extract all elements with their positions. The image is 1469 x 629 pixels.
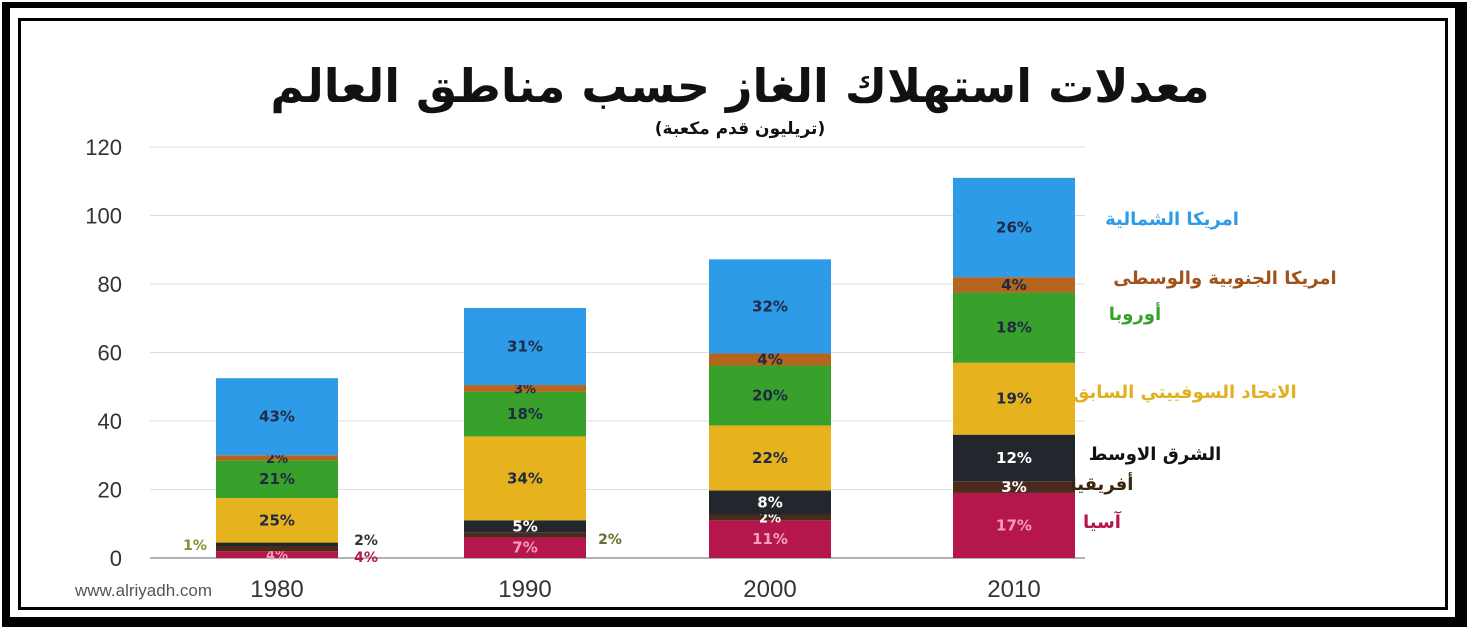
bar-segment — [953, 481, 1075, 493]
data-label: 17% — [996, 516, 1032, 534]
bar-segment — [953, 177, 1075, 278]
bar-segment — [216, 546, 338, 552]
legend-entry: الشرق الاوسط — [1089, 444, 1222, 465]
chart-title: معدلات استهلاك الغاز حسب مناطق العالم — [270, 59, 1209, 113]
y-tick-label: 60 — [98, 341, 122, 366]
watermark: www.alriyadh.com — [74, 581, 212, 600]
bar-segment — [709, 520, 831, 558]
x-tick-label: 2010 — [987, 576, 1040, 603]
bar-segment — [216, 378, 338, 456]
bar-segment — [216, 551, 338, 558]
bar-segment — [464, 391, 586, 437]
legend-entry: آسيا — [1083, 510, 1122, 533]
y-tick-label: 20 — [98, 478, 122, 503]
bar-segment — [216, 542, 338, 547]
data-label: 4% — [757, 351, 782, 369]
data-label: 3% — [514, 382, 536, 397]
y-axis: 0 20 40 60 80 100 120 — [85, 135, 1085, 571]
x-axis: 1980 1990 2000 2010 — [250, 576, 1040, 603]
bar-segment — [216, 455, 338, 461]
bar-segment — [464, 385, 586, 392]
data-label: 34% — [507, 469, 543, 487]
outside-data-label: 2% — [598, 532, 622, 548]
outside-data-label: 4% — [354, 550, 378, 566]
legend-entry: امريكا الشمالية — [1105, 209, 1239, 230]
bar-segment — [709, 365, 831, 426]
bar-segment — [953, 362, 1075, 435]
legend-entry: الاتحاد السوفييتي السابق — [1073, 382, 1296, 403]
chart-subtitle: (تريليون قدم مكعبة) — [655, 119, 825, 139]
outside-data-label: 1% — [183, 538, 207, 554]
y-tick-label: 0 — [110, 546, 122, 571]
bar-segment — [709, 490, 831, 515]
y-tick-label: 100 — [85, 204, 122, 229]
legend-entry: أوروبا — [1109, 302, 1161, 325]
bar-segment — [953, 492, 1075, 558]
data-label: 19% — [996, 390, 1032, 408]
data-label: 4% — [1001, 276, 1026, 294]
bars: 4%25%21%2%43%7%5%34%18%3%31%11%2%8%22%20… — [183, 177, 1075, 566]
x-tick-label: 1980 — [250, 576, 303, 603]
data-label: 22% — [752, 449, 788, 467]
y-tick-label: 40 — [98, 409, 122, 434]
bar-segment — [464, 532, 586, 538]
bar-segment — [709, 353, 831, 366]
data-label: 20% — [752, 386, 788, 404]
bar-segment — [216, 460, 338, 499]
x-tick-label: 2000 — [743, 576, 796, 603]
y-tick-label: 120 — [85, 135, 122, 160]
data-label: 18% — [507, 405, 543, 423]
bar-segment — [709, 425, 831, 491]
bar-segment — [464, 520, 586, 533]
legend: آسيا أفريقيا الشرق الاوسط الاتحاد السوفييتي… — [1071, 209, 1337, 533]
data-label: 5% — [512, 517, 537, 535]
bar-segment — [464, 307, 586, 386]
bar-segment — [216, 498, 338, 543]
data-label: 43% — [259, 408, 295, 426]
gridlines — [150, 146, 1085, 490]
data-label: 7% — [512, 539, 537, 557]
data-label: 26% — [996, 218, 1032, 236]
bar-segment — [464, 436, 586, 521]
data-label: 18% — [996, 319, 1032, 337]
data-label: 12% — [996, 449, 1032, 467]
outside-data-label: 2% — [354, 533, 378, 549]
bar-segment — [709, 514, 831, 521]
bar-segment — [953, 277, 1075, 293]
bar-segment — [464, 537, 586, 558]
data-label: 8% — [757, 494, 782, 512]
legend-entry: امريكا الجنوبية والوسطى — [1113, 268, 1336, 289]
data-label: 2% — [266, 452, 288, 467]
bar-segment — [953, 292, 1075, 363]
y-tick-label: 80 — [98, 272, 122, 297]
data-label: 21% — [259, 470, 295, 488]
data-label: 11% — [752, 530, 788, 548]
data-label: 2% — [759, 511, 781, 526]
data-label: 32% — [752, 297, 788, 315]
legend-entry: أفريقيا — [1071, 472, 1134, 495]
data-label: 3% — [1001, 478, 1026, 496]
x-tick-label: 1990 — [498, 576, 551, 603]
bar-segment — [953, 434, 1075, 482]
data-label: 25% — [259, 511, 295, 529]
data-label: 31% — [507, 338, 543, 356]
data-label: 4% — [266, 549, 288, 564]
bar-segment — [709, 259, 831, 354]
